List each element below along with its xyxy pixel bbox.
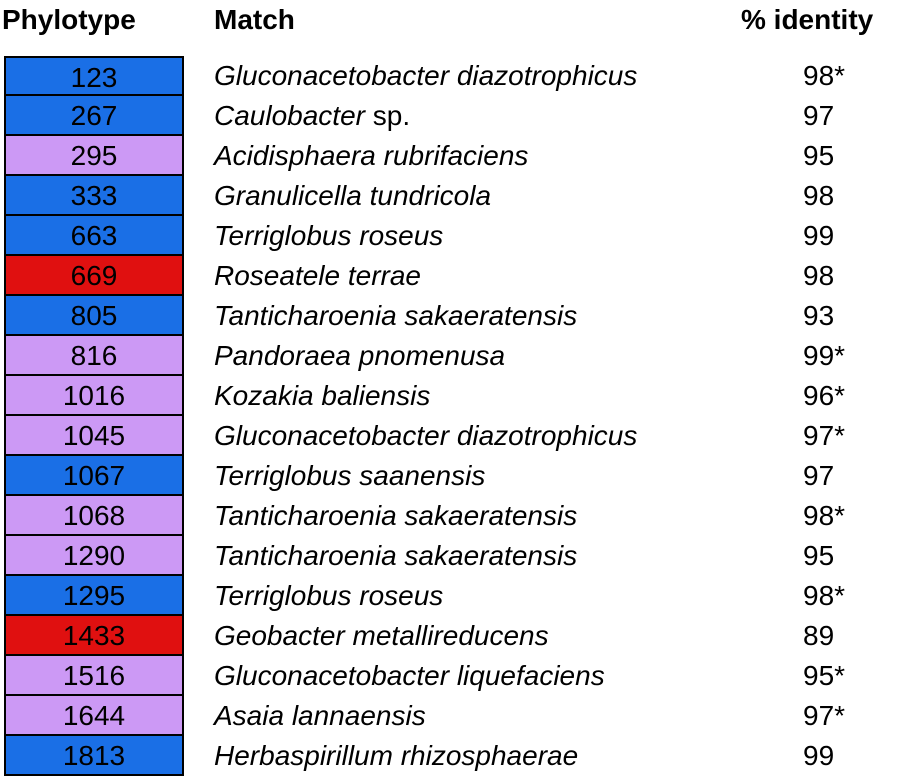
match-species-name: Terriglobus saanensis <box>214 460 486 491</box>
match-species-name: Tanticharoenia sakaeratensis <box>214 300 578 331</box>
phylotype-cell: 816 <box>4 336 184 376</box>
match-cell: Acidisphaera rubrifaciens <box>214 136 528 176</box>
match-species-name: Caulobacter <box>214 100 365 131</box>
match-cell: Terriglobus saanensis <box>214 456 485 496</box>
match-cell: Gluconacetobacter diazotrophicus <box>214 56 637 96</box>
match-species-name: Geobacter metallireducens <box>214 620 549 651</box>
table-row: 1433 Geobacter metallireducens 89 <box>0 616 900 656</box>
identity-cell: 97 <box>803 460 835 491</box>
phylotype-cell: 805 <box>4 296 184 336</box>
match-species-name: Tanticharoenia sakaeratensis <box>214 540 578 571</box>
identity-cell: 99* <box>803 340 846 371</box>
match-cell: Tanticharoenia sakaeratensis <box>214 496 577 536</box>
identity-cell: 98* <box>803 580 846 611</box>
table-row: 1067 Terriglobus saanensis 97 <box>0 456 900 496</box>
match-cell: Terriglobus roseus <box>214 216 443 256</box>
table-row: 267 Caulobacter sp. 97 <box>0 96 900 136</box>
table-row: 1644 Asaia lannaensis 97* <box>0 696 900 736</box>
identity-cell: 95* <box>803 660 846 691</box>
phylotype-cell: 1045 <box>4 416 184 456</box>
identity-cell: 97* <box>803 420 846 451</box>
phylotype-cell: 663 <box>4 216 184 256</box>
match-species-name: Kozakia baliensis <box>214 380 431 411</box>
match-species-name: Pandoraea pnomenusa <box>214 340 506 371</box>
phylotype-cell: 1516 <box>4 656 184 696</box>
identity-cell: 95 <box>803 140 835 171</box>
match-species-name: Terriglobus roseus <box>214 580 444 611</box>
phylotype-cell: 333 <box>4 176 184 216</box>
identity-column-header: % identity <box>741 4 874 35</box>
phylotype-cell: 1433 <box>4 616 184 656</box>
match-cell: Tanticharoenia sakaeratensis <box>214 296 577 336</box>
identity-cell: 93 <box>803 300 835 331</box>
phylotype-column-header: Phylotype <box>2 4 136 35</box>
table-row: 1295 Terriglobus roseus 98* <box>0 576 900 616</box>
phylotype-cell: 1068 <box>4 496 184 536</box>
phylotype-cell: 1290 <box>4 536 184 576</box>
match-cell: Tanticharoenia sakaeratensis <box>214 536 577 576</box>
phylotype-cell: 1813 <box>4 736 184 776</box>
table-row: 333 Granulicella tundricola 98 <box>0 176 900 216</box>
phylotype-cell: 1016 <box>4 376 184 416</box>
match-species-name: Gluconacetobacter diazotrophicus <box>214 60 638 91</box>
match-suffix: sp. <box>364 100 411 131</box>
match-species-name: Asaia lannaensis <box>214 700 426 731</box>
identity-cell: 97* <box>803 700 846 731</box>
table-row: 123 Gluconacetobacter diazotrophicus 98* <box>0 56 900 96</box>
match-species-name: Granulicella tundricola <box>214 180 492 211</box>
match-cell: Roseatele terrae <box>214 256 421 296</box>
table-row: 1290 Tanticharoenia sakaeratensis 95 <box>0 536 900 576</box>
identity-cell: 95 <box>803 540 835 571</box>
match-cell: Asaia lannaensis <box>214 696 426 736</box>
match-cell: Geobacter metallireducens <box>214 616 549 656</box>
match-species-name: Gluconacetobacter liquefaciens <box>214 660 605 691</box>
identity-cell: 98* <box>803 60 846 91</box>
match-species-name: Roseatele terrae <box>214 260 422 291</box>
match-cell: Gluconacetobacter diazotrophicus <box>214 416 637 456</box>
table-row: 295 Acidisphaera rubrifaciens 95 <box>0 136 900 176</box>
identity-cell: 98 <box>803 180 835 211</box>
phylotype-cell: 1295 <box>4 576 184 616</box>
table-row: 1813 Herbaspirillum rhizosphaerae 99 <box>0 736 900 776</box>
match-cell: Caulobacter sp. <box>214 96 410 136</box>
table-row: 669 Roseatele terrae 98 <box>0 256 900 296</box>
match-species-name: Acidisphaera rubrifaciens <box>214 140 529 171</box>
identity-cell: 96* <box>803 380 846 411</box>
match-species-name: Gluconacetobacter diazotrophicus <box>214 420 638 451</box>
match-species-name: Herbaspirillum rhizosphaerae <box>214 740 579 771</box>
match-cell: Kozakia baliensis <box>214 376 430 416</box>
match-species-name: Tanticharoenia sakaeratensis <box>214 500 578 531</box>
table-row: 1068 Tanticharoenia sakaeratensis 98* <box>0 496 900 536</box>
table-row: 663 Terriglobus roseus 99 <box>0 216 900 256</box>
phylotype-cell: 669 <box>4 256 184 296</box>
match-species-name: Terriglobus roseus <box>214 220 444 251</box>
identity-cell: 89 <box>803 620 835 651</box>
identity-cell: 99 <box>803 220 835 251</box>
phylotype-cell: 295 <box>4 136 184 176</box>
table-row: 1016 Kozakia baliensis 96* <box>0 376 900 416</box>
match-cell: Granulicella tundricola <box>214 176 491 216</box>
table-row: 805 Tanticharoenia sakaeratensis 93 <box>0 296 900 336</box>
match-cell: Gluconacetobacter liquefaciens <box>214 656 605 696</box>
phylotype-cell: 1644 <box>4 696 184 736</box>
table-row: 1045 Gluconacetobacter diazotrophicus 97* <box>0 416 900 456</box>
phylotype-cell: 267 <box>4 96 184 136</box>
match-column-header: Match <box>214 4 295 35</box>
identity-cell: 97 <box>803 100 835 131</box>
identity-cell: 98 <box>803 260 835 291</box>
table-row: 816 Pandoraea pnomenusa 99* <box>0 336 900 376</box>
identity-cell: 99 <box>803 740 835 771</box>
phylotype-cell: 123 <box>4 56 184 96</box>
table-row: 1516 Gluconacetobacter liquefaciens 95* <box>0 656 900 696</box>
match-cell: Terriglobus roseus <box>214 576 443 616</box>
match-cell: Herbaspirillum rhizosphaerae <box>214 736 578 776</box>
match-cell: Pandoraea pnomenusa <box>214 336 505 376</box>
identity-cell: 98* <box>803 500 846 531</box>
phylotype-cell: 1067 <box>4 456 184 496</box>
